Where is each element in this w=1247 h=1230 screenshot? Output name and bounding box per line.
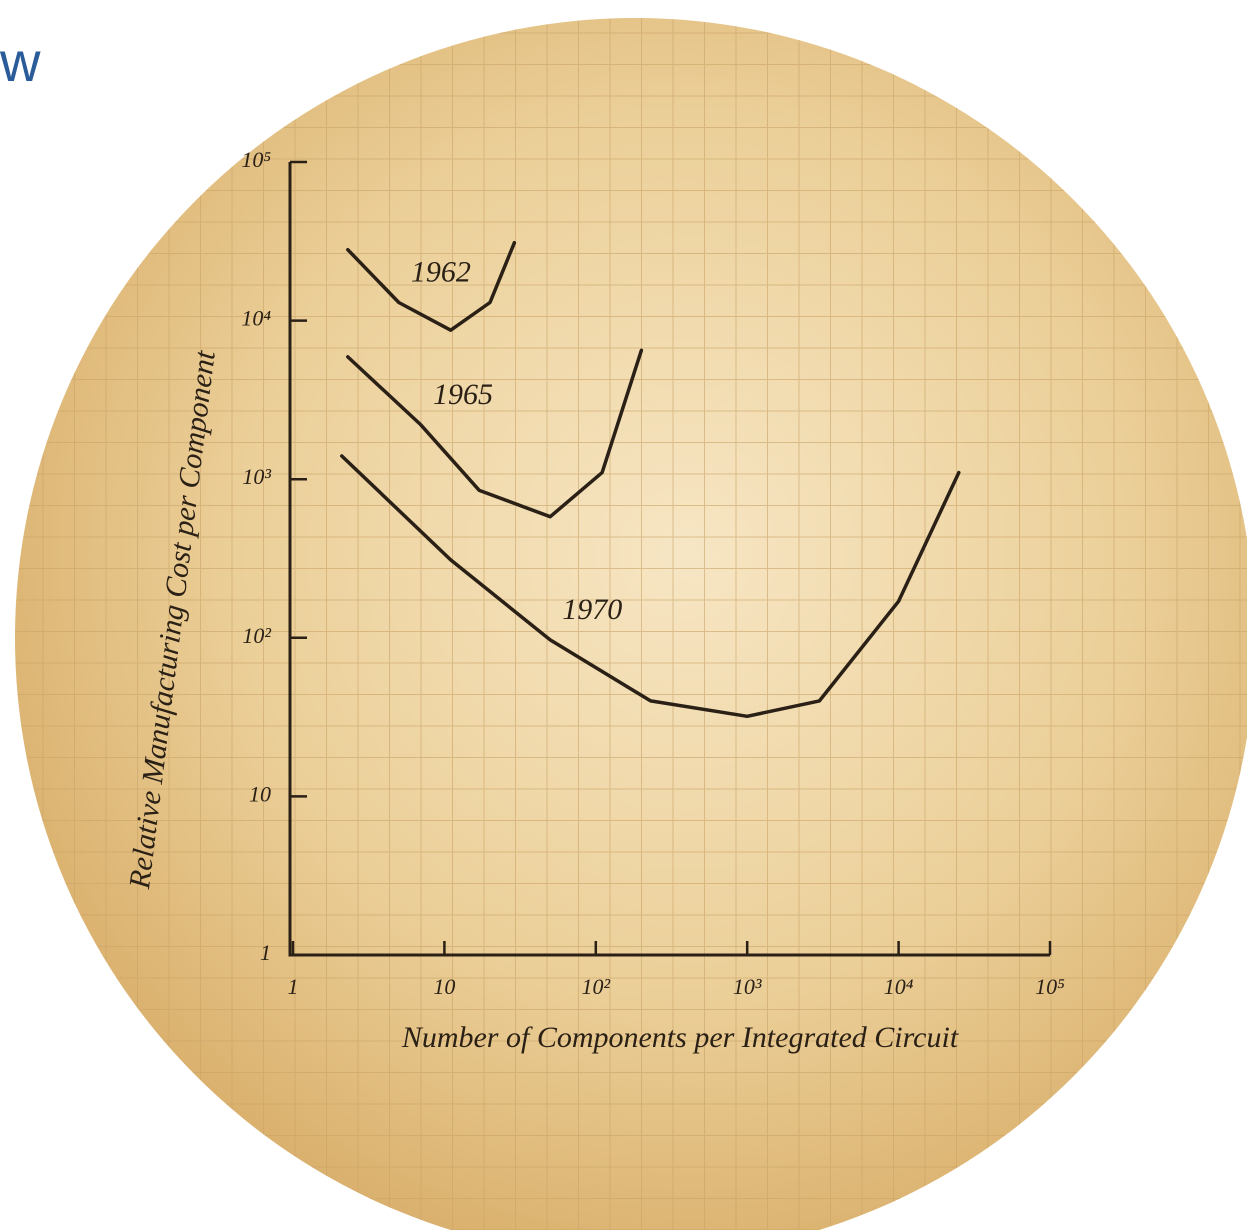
page: {"chart_data": {"type": "line", "title":… [0,0,1247,1230]
series-label: 1962 [411,255,471,288]
y-tick-label: 10⁴ [241,306,271,331]
y-tick-label: 10⁵ [241,147,271,172]
x-tick-label: 10⁴ [884,974,914,999]
y-tick-label: 10 [249,781,271,806]
series-label: 1965 [433,378,493,411]
cut-title: w [0,30,41,93]
x-tick-label: 10⁵ [1035,974,1065,999]
x-tick-label: 10² [581,974,610,999]
y-tick-label: 1 [260,940,271,965]
x-tick-label: 1 [288,974,299,999]
chart: w Number of Components per Integrated Ci… [0,0,1247,1230]
x-tick-label: 10³ [733,974,762,999]
y-tick-label: 10² [242,623,271,648]
x-axis-title: Number of Components per Integrated Circ… [401,1021,959,1054]
x-tick-label: 10 [433,974,455,999]
y-tick-label: 10³ [242,464,271,489]
series-label: 1970 [562,593,622,626]
